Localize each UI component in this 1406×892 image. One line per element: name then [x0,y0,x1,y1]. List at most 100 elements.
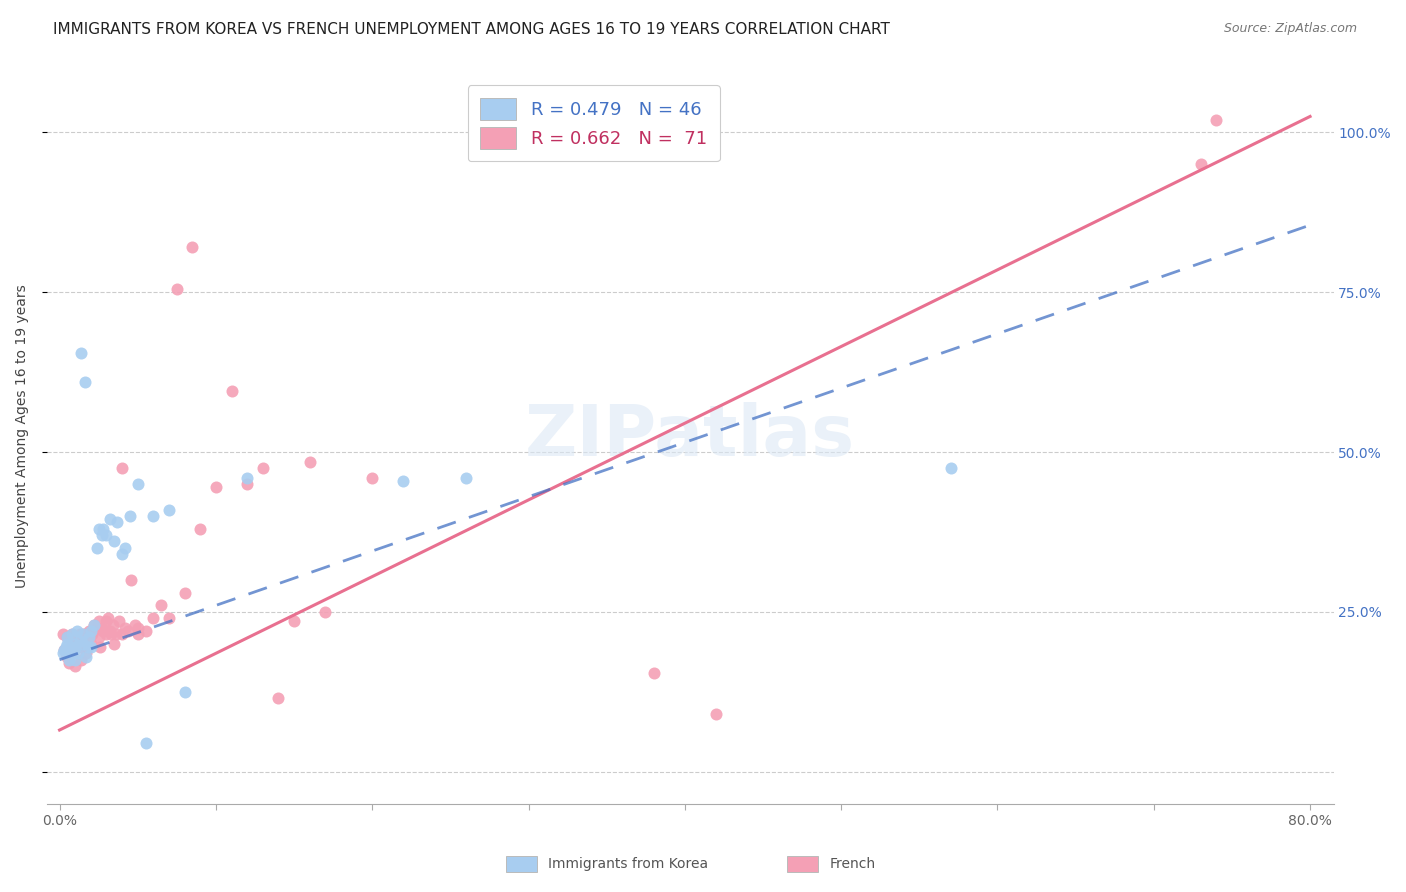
Point [67,640,90,654]
Point [98,624,121,638]
Point [103,534,125,549]
Point [91,522,114,536]
Point [75,646,97,660]
Point [173,585,195,599]
Point [118,508,141,523]
Point [111,627,134,641]
Point [80,640,103,654]
Point [114,541,136,555]
Point [52,646,75,660]
Point [114,621,136,635]
Point [83,617,105,632]
Point [86,621,108,635]
Point [1189,157,1212,171]
Point [53,643,76,657]
Point [127,627,149,641]
Point [72,637,94,651]
Point [59,640,82,654]
Point [56,637,79,651]
Point [87,615,110,629]
Point [283,615,305,629]
Point [70,653,93,667]
Point [101,617,124,632]
Point [62,637,84,651]
Point [181,240,204,254]
Point [63,640,86,654]
Point [91,624,114,638]
Point [60,627,83,641]
Point [252,461,274,475]
Point [63,637,86,651]
Point [100,627,122,641]
Point [77,631,100,645]
Point [103,637,125,651]
Point [62,643,84,657]
Point [58,653,80,667]
Point [142,508,165,523]
Point [58,656,80,670]
Point [56,631,79,645]
Point [298,454,321,468]
Point [135,736,157,750]
Point [111,461,134,475]
Point [72,640,94,654]
Point [704,706,727,721]
Point [76,640,98,654]
Point [124,617,146,632]
Point [90,528,112,542]
Point [117,624,139,638]
Point [63,653,86,667]
Point [221,384,243,399]
Point [104,627,127,641]
Point [80,637,103,651]
Point [96,615,118,629]
Text: Immigrants from Korea: Immigrants from Korea [548,857,709,871]
Point [267,691,290,706]
Text: Source: ZipAtlas.com: Source: ZipAtlas.com [1223,22,1357,36]
Point [63,631,86,645]
Point [52,627,75,641]
Point [90,621,112,635]
Point [166,282,188,296]
Point [60,646,83,660]
Point [75,649,97,664]
Point [87,631,110,645]
Point [76,631,98,645]
Point [73,637,96,651]
Point [66,624,89,638]
Point [70,346,93,360]
Text: IMMIGRANTS FROM KOREA VS FRENCH UNEMPLOYMENT AMONG AGES 16 TO 19 YEARS CORRELATI: IMMIGRANTS FROM KOREA VS FRENCH UNEMPLOY… [53,22,890,37]
Text: ZIPatlas: ZIPatlas [526,401,855,470]
Point [72,627,94,641]
Point [69,627,91,641]
Point [1205,112,1227,127]
Point [205,480,228,494]
Point [236,470,259,484]
Point [56,649,79,664]
Point [80,624,103,638]
Point [173,684,195,698]
Point [77,624,100,638]
Point [55,646,77,660]
Point [361,470,384,484]
Point [80,624,103,638]
Point [55,640,77,654]
Point [236,477,259,491]
Point [142,611,165,625]
Point [314,605,336,619]
Point [157,611,180,625]
Point [63,659,86,673]
Point [188,522,211,536]
Y-axis label: Unemployment Among Ages 16 to 19 years: Unemployment Among Ages 16 to 19 years [15,285,30,588]
Point [59,640,82,654]
Point [97,611,120,625]
Point [67,646,90,660]
Point [82,627,104,641]
Point [69,633,91,648]
Point [60,627,83,641]
Point [157,502,180,516]
Point [66,637,89,651]
Point [105,516,128,530]
Point [108,615,131,629]
Text: French: French [830,857,876,871]
